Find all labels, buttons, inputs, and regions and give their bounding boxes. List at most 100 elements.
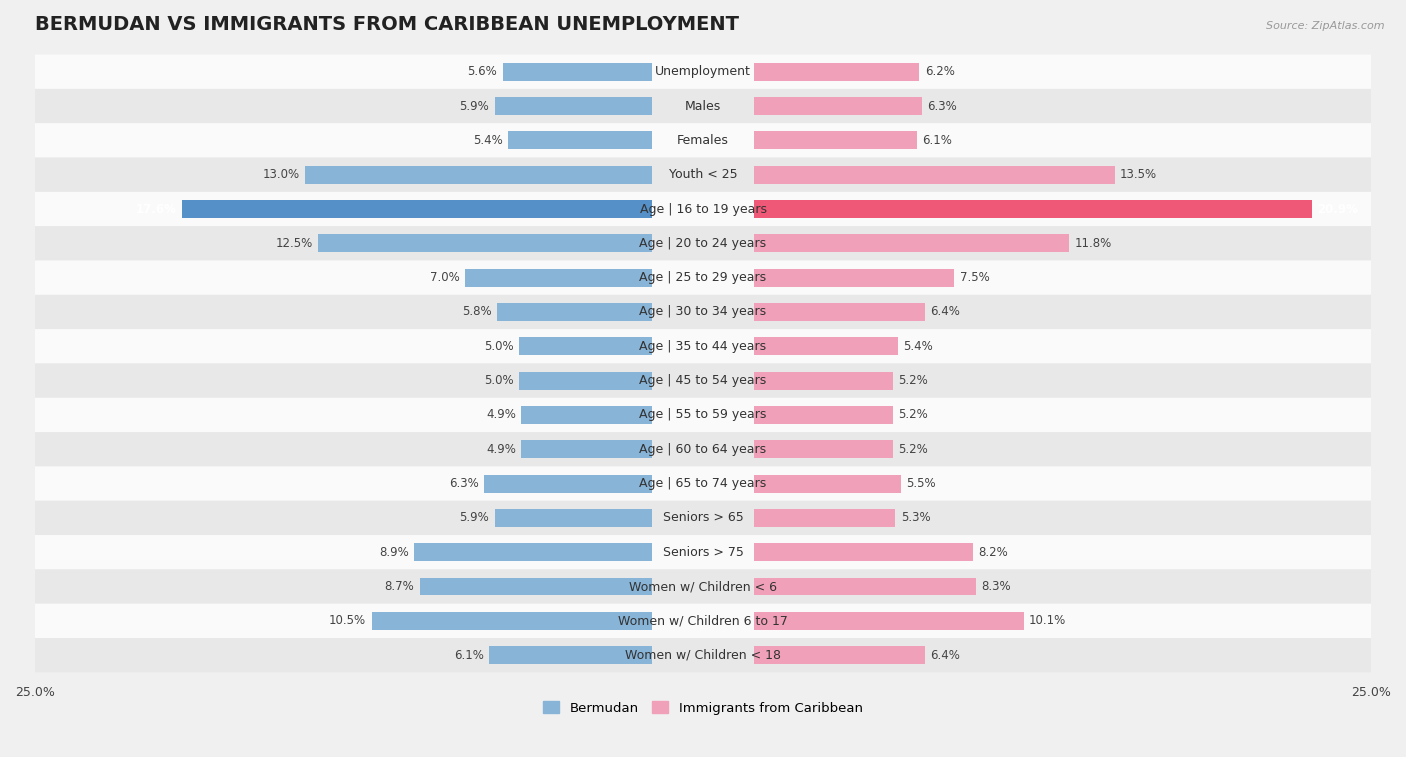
Bar [420,578,652,596]
Text: 5.2%: 5.2% [898,374,928,387]
Text: 5.5%: 5.5% [905,477,936,490]
Bar [522,406,652,424]
Bar [754,97,922,115]
Legend: Bermudan, Immigrants from Caribbean: Bermudan, Immigrants from Caribbean [544,702,862,715]
FancyBboxPatch shape [21,363,1385,397]
Text: 6.4%: 6.4% [931,306,960,319]
FancyBboxPatch shape [21,466,1385,501]
Bar [495,97,652,115]
Bar [305,166,652,184]
Bar [181,200,652,218]
Text: Males: Males [685,100,721,113]
Bar [318,235,652,252]
Text: 10.1%: 10.1% [1029,615,1066,628]
Bar [522,441,652,458]
Text: 5.0%: 5.0% [484,340,513,353]
FancyBboxPatch shape [21,329,1385,363]
Text: Youth < 25: Youth < 25 [669,168,737,181]
Text: 5.4%: 5.4% [472,134,502,147]
Text: 6.3%: 6.3% [928,100,957,113]
Text: 7.0%: 7.0% [430,271,460,284]
Bar [754,235,1069,252]
Bar [495,509,652,527]
Text: Age | 35 to 44 years: Age | 35 to 44 years [640,340,766,353]
Text: Age | 65 to 74 years: Age | 65 to 74 years [640,477,766,490]
Text: 5.0%: 5.0% [484,374,513,387]
Bar [484,475,652,493]
Bar [754,441,893,458]
FancyBboxPatch shape [21,501,1385,535]
Text: 5.4%: 5.4% [904,340,934,353]
Text: 17.6%: 17.6% [136,203,177,216]
Bar [415,544,652,561]
Bar [498,303,652,321]
Text: Women w/ Children < 6: Women w/ Children < 6 [628,580,778,593]
Bar [371,612,652,630]
Text: 5.3%: 5.3% [901,512,931,525]
Text: Women w/ Children 6 to 17: Women w/ Children 6 to 17 [619,615,787,628]
Text: 8.7%: 8.7% [385,580,415,593]
FancyBboxPatch shape [21,397,1385,432]
FancyBboxPatch shape [21,535,1385,569]
Text: Women w/ Children < 18: Women w/ Children < 18 [626,649,780,662]
Bar [754,200,1312,218]
Bar [519,372,652,390]
Bar [754,544,973,561]
FancyBboxPatch shape [21,569,1385,604]
Text: Age | 55 to 59 years: Age | 55 to 59 years [640,409,766,422]
FancyBboxPatch shape [21,604,1385,638]
Text: Age | 25 to 29 years: Age | 25 to 29 years [640,271,766,284]
Text: Females: Females [678,134,728,147]
Text: Seniors > 65: Seniors > 65 [662,512,744,525]
Bar [754,612,1024,630]
Text: 13.0%: 13.0% [263,168,299,181]
Text: 13.5%: 13.5% [1119,168,1157,181]
Bar [754,372,893,390]
Bar [754,475,901,493]
Bar [754,406,893,424]
Text: Age | 60 to 64 years: Age | 60 to 64 years [640,443,766,456]
Bar [502,63,652,81]
FancyBboxPatch shape [21,226,1385,260]
FancyBboxPatch shape [21,192,1385,226]
Text: 5.8%: 5.8% [463,306,492,319]
Text: 8.9%: 8.9% [380,546,409,559]
Bar [489,646,652,664]
Bar [754,303,925,321]
FancyBboxPatch shape [21,638,1385,672]
Text: 6.3%: 6.3% [449,477,478,490]
Text: 8.2%: 8.2% [979,546,1008,559]
Text: Source: ZipAtlas.com: Source: ZipAtlas.com [1267,21,1385,31]
Text: Age | 16 to 19 years: Age | 16 to 19 years [640,203,766,216]
Text: 11.8%: 11.8% [1074,237,1112,250]
Text: 12.5%: 12.5% [276,237,314,250]
FancyBboxPatch shape [21,89,1385,123]
Bar [754,63,920,81]
FancyBboxPatch shape [21,260,1385,294]
Bar [754,578,976,596]
Bar [754,166,1115,184]
Text: 6.2%: 6.2% [925,65,955,78]
Bar [754,269,955,287]
Text: 8.3%: 8.3% [981,580,1011,593]
Text: 5.2%: 5.2% [898,409,928,422]
Bar [465,269,652,287]
Bar [754,646,925,664]
Text: 20.9%: 20.9% [1317,203,1358,216]
Text: 6.4%: 6.4% [931,649,960,662]
Text: 5.9%: 5.9% [460,512,489,525]
Text: 5.2%: 5.2% [898,443,928,456]
Text: 4.9%: 4.9% [486,443,516,456]
Text: Unemployment: Unemployment [655,65,751,78]
FancyBboxPatch shape [21,294,1385,329]
FancyBboxPatch shape [21,432,1385,466]
Bar [519,338,652,355]
Bar [508,132,652,149]
Bar [754,338,898,355]
Text: BERMUDAN VS IMMIGRANTS FROM CARIBBEAN UNEMPLOYMENT: BERMUDAN VS IMMIGRANTS FROM CARIBBEAN UN… [35,15,740,34]
Bar [754,509,896,527]
Text: 5.6%: 5.6% [467,65,498,78]
Text: 6.1%: 6.1% [454,649,484,662]
FancyBboxPatch shape [21,55,1385,89]
FancyBboxPatch shape [21,157,1385,192]
